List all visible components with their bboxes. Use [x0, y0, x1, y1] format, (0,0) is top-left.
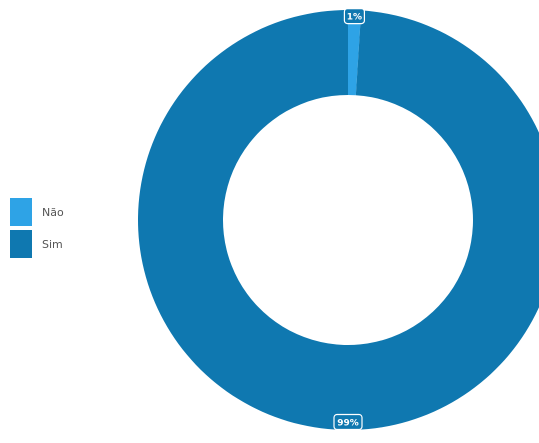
data-label-text-nao: 1% — [347, 13, 362, 23]
legend-label-nao: Não — [42, 205, 64, 219]
legend-swatch-sim — [10, 230, 32, 258]
slice-sim — [138, 10, 539, 430]
data-label-nao: 1% — [343, 8, 366, 25]
data-label-box-nao — [343, 8, 366, 25]
data-label-sim: 99% — [333, 413, 363, 431]
legend-label-sim: Sim — [42, 237, 63, 251]
chart-legend: Não Sim — [10, 196, 64, 260]
legend-item-nao: Não — [10, 196, 64, 228]
legend-swatch-nao — [10, 198, 32, 226]
data-label-text-sim: 99% — [337, 419, 359, 429]
legend-item-sim: Sim — [10, 228, 64, 260]
data-label-box-sim — [333, 413, 363, 431]
slice-nao — [348, 10, 362, 96]
